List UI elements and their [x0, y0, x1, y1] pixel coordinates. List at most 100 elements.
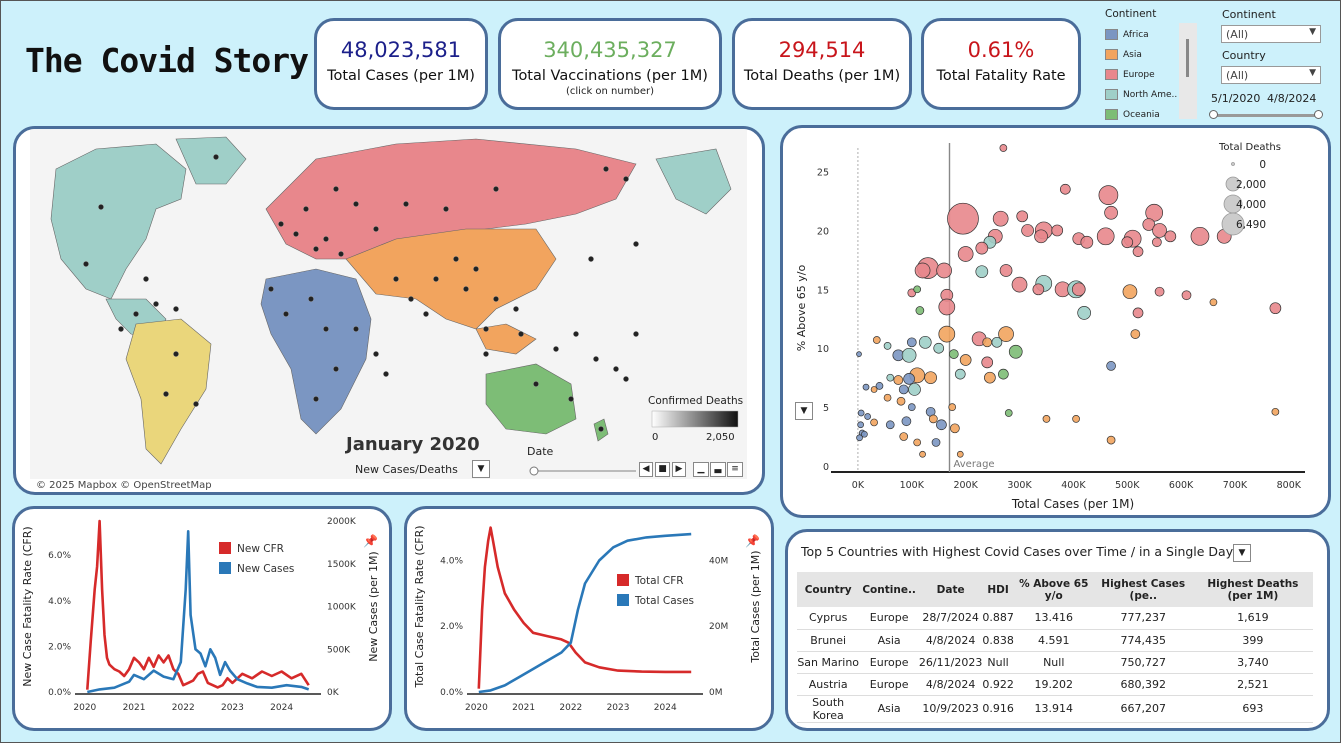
map-country-marker[interactable] [323, 326, 329, 332]
map-country-marker[interactable] [173, 306, 179, 312]
scatter-point[interactable] [1011, 276, 1028, 293]
pin-icon[interactable]: 📌 [363, 533, 378, 548]
scatter-point[interactable] [999, 264, 1013, 277]
map-country-marker[interactable] [433, 276, 439, 282]
date-range-start-handle[interactable] [1209, 110, 1218, 119]
date-range-end-handle[interactable] [1314, 110, 1323, 119]
scatter-point[interactable] [936, 262, 952, 279]
map-country-marker[interactable] [338, 251, 344, 257]
scatter-point[interactable] [948, 349, 959, 359]
map-country-marker[interactable] [163, 391, 169, 397]
map-country-marker[interactable] [443, 206, 449, 212]
scatter-point[interactable] [1032, 283, 1045, 296]
scatter-point[interactable] [1154, 286, 1165, 297]
map-country-marker[interactable] [173, 351, 179, 357]
scatter-point[interactable] [1059, 183, 1071, 195]
continent-filter-select[interactable]: (All) ▼ [1221, 25, 1321, 43]
scatter-point[interactable] [1130, 329, 1141, 339]
scatter-point[interactable] [919, 450, 926, 458]
scatter-point[interactable] [924, 371, 937, 385]
map-country-marker[interactable] [323, 236, 329, 242]
scatter-point[interactable] [1132, 307, 1144, 319]
map-country-marker[interactable] [568, 396, 574, 402]
map-country-marker[interactable] [483, 326, 489, 332]
map-country-marker[interactable] [598, 426, 604, 432]
scatter-point[interactable] [956, 450, 964, 458]
map-country-marker[interactable] [308, 296, 314, 302]
map-country-marker[interactable] [313, 246, 319, 252]
scatter-point[interactable] [856, 351, 862, 357]
map-country-marker[interactable] [143, 276, 149, 282]
kpi-total-vaccinations[interactable]: 340,435,327 Total Vaccinations (per 1M) … [498, 18, 722, 110]
map-country-marker[interactable] [353, 326, 359, 332]
scatter-point[interactable] [975, 265, 989, 279]
scatter-point[interactable] [1142, 218, 1156, 231]
scatter-point[interactable] [1132, 246, 1144, 257]
scatter-point[interactable] [998, 326, 1014, 342]
map-country-marker[interactable] [283, 311, 289, 317]
scatter-point[interactable] [907, 403, 916, 411]
scatter-point[interactable] [899, 432, 909, 441]
scatter-point[interactable] [950, 423, 960, 434]
legend-scrollbar[interactable] [1179, 23, 1197, 119]
scatter-point[interactable] [898, 384, 909, 395]
scatter-point[interactable] [1181, 290, 1192, 301]
scatter-point[interactable] [954, 368, 966, 380]
map-country-marker[interactable] [193, 401, 199, 407]
scatter-point[interactable] [1004, 409, 1013, 417]
scatter-point[interactable] [1152, 223, 1167, 238]
scatter-point[interactable] [1164, 230, 1177, 243]
table-row[interactable]: Brunei Asia 4/8/2024 0.838 4.591 774,435 399 [797, 629, 1313, 652]
world-map[interactable]: Confirmed Deaths 0 2,050 January 2020 Ne… [16, 129, 762, 492]
map-country-marker[interactable] [333, 186, 339, 192]
scatter-point[interactable] [1106, 435, 1116, 445]
scatter-point[interactable] [908, 383, 921, 396]
column-header[interactable]: % Above 65 y/o [1013, 572, 1094, 607]
legend-item-north-ame-[interactable]: North Ame.. [1105, 89, 1177, 100]
scatter-options-button[interactable]: ▼ [795, 402, 813, 420]
scatter-point[interactable] [1072, 415, 1080, 423]
map-country-marker[interactable] [408, 296, 414, 302]
scatter-point[interactable] [1106, 361, 1116, 371]
map-country-marker[interactable] [268, 286, 274, 292]
series-line-new-cases[interactable] [87, 530, 310, 694]
scatter-point[interactable] [999, 144, 1008, 152]
table-row[interactable]: Austria Europe 4/8/2024 0.922 19.202 680,392 2… [797, 673, 1313, 696]
legend-item-africa[interactable]: Africa [1105, 29, 1149, 40]
scatter-point[interactable] [938, 298, 956, 316]
map-country-marker[interactable] [553, 346, 559, 352]
step-back-button[interactable]: ◀ [639, 462, 653, 477]
table-row[interactable]: San Marino Europe 26/11/2023 Null Null 750,72… [797, 651, 1313, 674]
column-header[interactable]: Highest Deaths (per 1M) [1192, 572, 1313, 607]
scatter-point[interactable] [1122, 284, 1138, 300]
kpi-total-deaths[interactable]: 294,514 Total Deaths (per 1M) [732, 18, 912, 110]
scatter-point[interactable] [1269, 302, 1282, 315]
kpi-fatality-rate[interactable]: 0.61% Total Fatality Rate [921, 18, 1081, 110]
scatter-point[interactable] [896, 396, 906, 406]
map-country-marker[interactable] [633, 241, 639, 247]
map-country-marker[interactable] [373, 351, 379, 357]
map-country-marker[interactable] [213, 154, 219, 160]
stop-button[interactable]: ■ [655, 462, 670, 477]
scatter-point[interactable] [857, 409, 865, 417]
scatter-point[interactable] [1121, 236, 1134, 249]
scatter-point[interactable] [1190, 226, 1210, 246]
scatter-point[interactable] [1152, 237, 1162, 248]
map-country-marker[interactable] [573, 331, 579, 337]
map-country-marker[interactable] [98, 204, 104, 210]
map-country-marker[interactable] [278, 221, 284, 227]
scatter-point[interactable] [981, 356, 994, 369]
map-country-marker[interactable] [493, 186, 499, 192]
scatter-point[interactable] [1042, 415, 1051, 423]
map-country-marker[interactable] [118, 326, 124, 332]
scatter-point[interactable] [1209, 298, 1218, 307]
scatter-point[interactable] [906, 337, 917, 348]
scatter-point[interactable] [1104, 205, 1118, 220]
scatter-point[interactable] [885, 420, 895, 430]
column-header[interactable]: Date [918, 572, 983, 607]
map-country-marker[interactable] [133, 311, 139, 317]
scatter-point[interactable] [1098, 185, 1119, 205]
map-country-marker[interactable] [403, 201, 409, 207]
map-country-marker[interactable] [393, 276, 399, 282]
scatter-point[interactable] [982, 337, 993, 348]
